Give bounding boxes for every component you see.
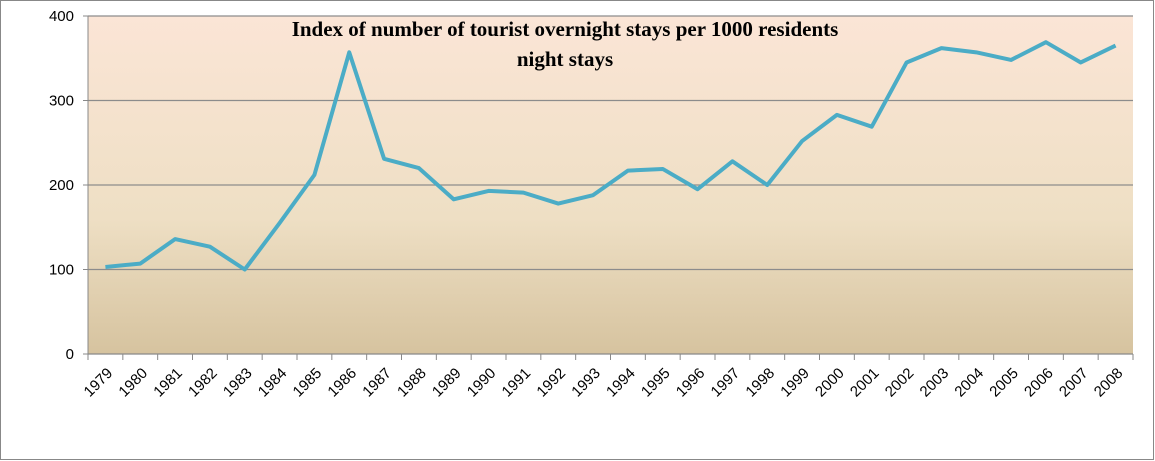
data-line (105, 40, 1117, 272)
y-tick-label: 400 (49, 8, 74, 25)
chart-title: Index of number of tourist overnight sta… (292, 17, 839, 41)
y-tick-label: 100 (49, 262, 74, 279)
y-tick-label: 0 (66, 346, 74, 363)
chart-subtitle: night stays (517, 47, 613, 71)
y-tick-label: 300 (49, 93, 74, 110)
y-tick-label: 200 (49, 177, 74, 194)
